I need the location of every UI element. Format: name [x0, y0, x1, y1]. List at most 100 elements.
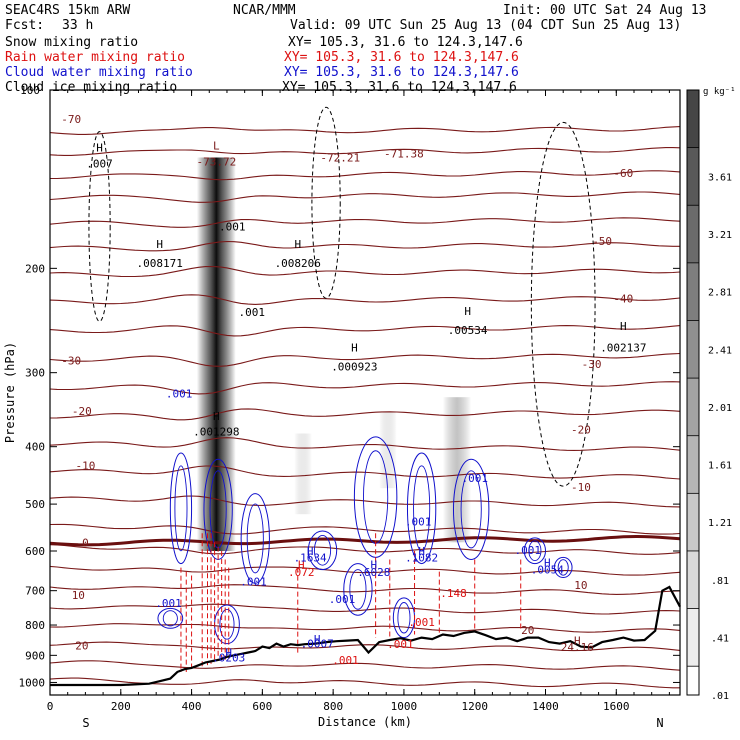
cloud-water-contour	[406, 452, 437, 565]
rain-extremum-label: .072	[288, 566, 315, 579]
cloud-water-contour	[460, 470, 482, 549]
cloud-water-extremum-label: H	[418, 545, 425, 558]
y-tick-label: 1000	[19, 676, 46, 689]
y-tick-label: 200	[25, 262, 45, 275]
temperature-extremum-label: -72.21	[320, 152, 360, 165]
x-tick-label: 400	[182, 700, 202, 713]
cloud-water-contour	[397, 602, 411, 634]
y-tick-label: 800	[25, 619, 45, 632]
y-tick-label: 600	[25, 545, 45, 558]
colorbar-segment	[687, 320, 699, 379]
isotherm	[49, 147, 681, 156]
terrain-profile	[50, 585, 681, 687]
isotherm	[49, 408, 681, 421]
snow-ice-extremum-label: H	[96, 141, 103, 154]
cloud-water-contour	[246, 503, 264, 574]
isotherm-label: -10	[75, 459, 95, 472]
isotherm-label: 10	[72, 589, 85, 602]
x-tick-label: 1400	[532, 700, 559, 713]
colorbar-segment	[687, 378, 699, 437]
valid-time: Valid: 09 UTC Sun 25 Aug 13 (04 CDT Sun …	[290, 18, 682, 33]
colorbar-frame	[686, 89, 700, 696]
cloud-water-contour	[452, 458, 490, 560]
colorbar-segment	[687, 90, 699, 149]
cloud-water-contour	[557, 559, 569, 576]
cloud-water-extremum-label: H	[371, 558, 378, 571]
snow-ice-extremum-label: .00534	[448, 324, 488, 337]
cloud-water-extremum-label: H	[544, 557, 551, 570]
temperature-extremum-label: H	[574, 635, 581, 648]
rain-extremum-label: .001	[332, 654, 359, 667]
isotherm	[49, 603, 681, 615]
isotherm	[49, 544, 681, 555]
isotherm-label: 20	[521, 624, 534, 637]
ice-column-east	[442, 397, 472, 543]
ice-column-main	[196, 157, 236, 552]
snow-ice-extremum-label: .001298	[193, 425, 239, 438]
cloud-water-extremum-label: .001	[240, 575, 267, 588]
cloud-water-contour	[349, 569, 367, 610]
plot-area	[50, 90, 680, 695]
isotherm	[49, 294, 681, 305]
isotherm-label: -30	[582, 358, 602, 371]
isotherm	[49, 677, 680, 689]
isotherm	[49, 641, 681, 652]
ice-column-mid2	[379, 412, 397, 489]
snow-ice-extremum-label: H	[213, 410, 220, 423]
snow-ice-extremum-label: H	[620, 320, 627, 333]
south-label: S	[82, 716, 89, 730]
plot-frame	[49, 89, 681, 696]
colorbar-label: .41	[711, 633, 729, 644]
snow-ice-extremum-label: .008206	[275, 257, 321, 270]
org-label: NCAR/MMM	[233, 3, 296, 18]
cloud-water-extremum-label: H	[225, 646, 232, 659]
field-xy-rain: XY= 105.3, 31.6 to 124.3,147.6	[284, 50, 519, 65]
isotherm	[49, 623, 681, 633]
cloud-water-extremum-label: H	[314, 633, 321, 646]
cloud-water-extremum-label: .1082	[405, 551, 438, 564]
colorbar-label: .81	[711, 576, 729, 587]
isotherm-label: -60	[613, 167, 633, 180]
cloud-water-contour	[553, 556, 573, 578]
init-time: Init: 00 UTC Sat 24 Aug 13	[503, 3, 707, 18]
cloud-water-contour	[528, 540, 542, 562]
snow-ice-extremum-label: H	[156, 238, 163, 251]
cloud-water-contour	[162, 610, 178, 627]
isotherm	[49, 240, 680, 252]
cloud-water-contour	[240, 493, 270, 584]
y-tick-label: 700	[25, 585, 45, 598]
cloud-water-contour	[343, 563, 373, 616]
cloud-water-contour	[169, 452, 193, 565]
snow-ice-extremum-label: H	[351, 341, 358, 354]
colorbar-label: 2.41	[708, 345, 732, 356]
x-tick-label: 1000	[391, 700, 418, 713]
y-tick-label: 300	[25, 367, 45, 380]
y-tick-label: 900	[25, 649, 45, 662]
temperature-extremum-label: -73.72	[196, 155, 236, 168]
isotherm-label: 10	[574, 579, 587, 592]
colorbar-label: .01	[711, 691, 729, 702]
colorbar-segment	[687, 205, 699, 264]
isotherm-label: -20	[571, 423, 591, 436]
isotherm	[49, 352, 681, 367]
field-name-snow: Snow mixing ratio	[5, 35, 139, 50]
isotherm	[49, 495, 681, 508]
field-name-cloud-water: Cloud water mixing ratio	[5, 65, 193, 80]
snow-ice-extremum-label: .000923	[331, 361, 377, 374]
temperature-extremum-label: -71.38	[384, 148, 424, 161]
field-name-rain: Rain water mixing ratio	[5, 50, 186, 65]
isotherm	[49, 325, 681, 337]
snow-contour	[530, 121, 596, 487]
x-tick-label: 800	[323, 700, 343, 713]
isotherm	[50, 170, 681, 181]
snow-ice-extremum-label: .008171	[137, 257, 183, 270]
colorbar-unit: g kg⁻¹	[703, 87, 736, 97]
colorbar-label: 3.21	[708, 230, 732, 241]
cloud-water-contour	[157, 607, 184, 629]
temperature-extremum-label: 24.16	[561, 641, 594, 654]
y-tick-label: 400	[25, 441, 45, 454]
cloud-water-extremum-label: .001	[461, 472, 488, 485]
isotherm	[49, 660, 681, 671]
colorbar-segment	[687, 435, 699, 494]
